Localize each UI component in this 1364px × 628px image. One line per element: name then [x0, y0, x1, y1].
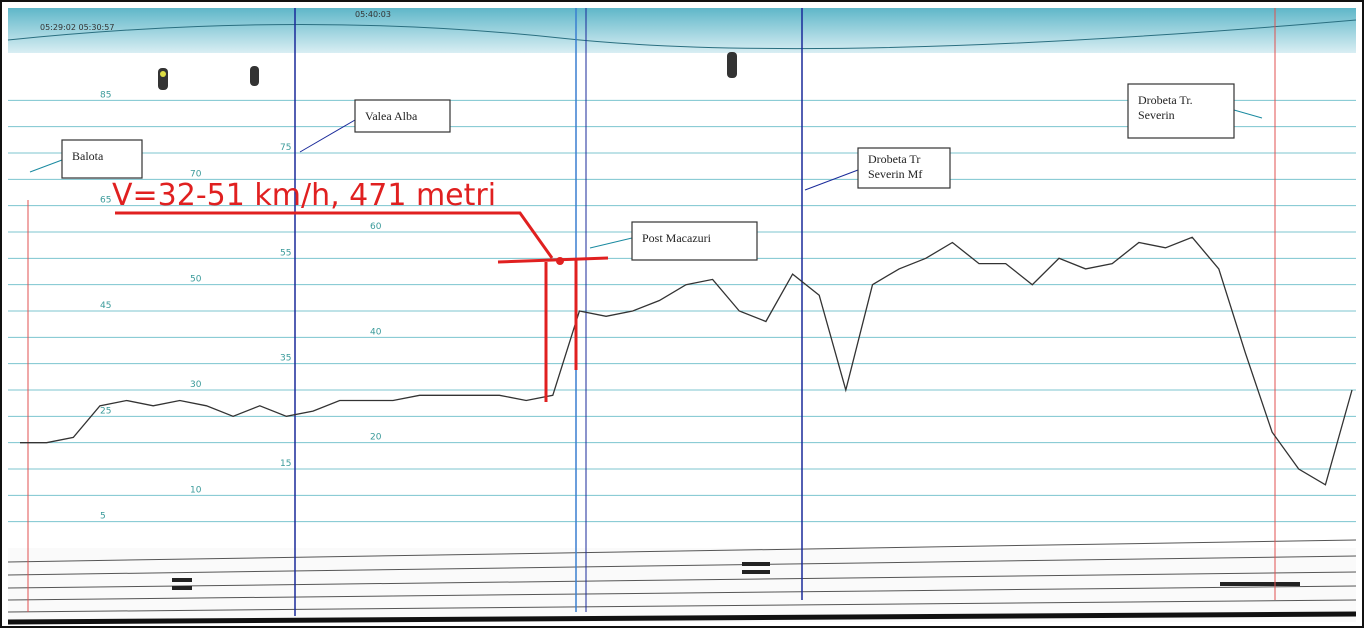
y-tick-label: 5 — [100, 512, 106, 522]
label-box — [1127, 83, 1235, 139]
y-tick-label: 75 — [280, 143, 291, 153]
time-label: 05:40:03 — [355, 10, 391, 19]
y-tick-label: 65 — [100, 196, 111, 206]
location-label: Drobeta Tr Severin Mf — [868, 152, 922, 181]
y-tick-label: 55 — [280, 248, 291, 258]
y-tick-label: 85 — [100, 90, 111, 100]
y-tick-label: 25 — [100, 406, 111, 416]
time-label: 05:29:02 05:30:57 — [40, 23, 114, 32]
location-label: Balota — [72, 149, 104, 163]
markers — [27, 8, 1276, 616]
label-box — [631, 221, 758, 261]
labels: 51015202530354045505560657075808505:29:0… — [40, 10, 1235, 522]
y-tick-label: 35 — [280, 354, 291, 364]
y-tick-label: 45 — [100, 301, 111, 311]
y-tick-label: 40 — [370, 327, 382, 337]
location-label: Post Macazuri — [642, 231, 712, 245]
label-box — [354, 99, 451, 133]
y-tick-label: 30 — [190, 380, 202, 390]
tape-bottom — [7, 539, 1357, 625]
y-tick-label: 10 — [190, 485, 202, 495]
label-box — [61, 139, 143, 179]
speed-annotation: V=32-51 km/h, 471 metri — [112, 178, 496, 213]
top-curve — [7, 19, 1357, 50]
speed-trace-layer — [20, 236, 1353, 486]
location-label: Drobeta Tr. Severin — [1138, 93, 1193, 122]
y-tick-label: 20 — [370, 433, 382, 443]
location-label: Valea Alba — [365, 109, 418, 123]
y-tick-label: 70 — [190, 169, 202, 179]
label-box — [857, 147, 951, 189]
annotation-lines — [29, 109, 1263, 402]
top-band — [8, 8, 1356, 53]
y-tick-label: 15 — [280, 459, 291, 469]
speed-line — [20, 236, 1353, 486]
y-tick-label: 60 — [370, 222, 382, 232]
y-tick-label: 50 — [190, 275, 202, 285]
